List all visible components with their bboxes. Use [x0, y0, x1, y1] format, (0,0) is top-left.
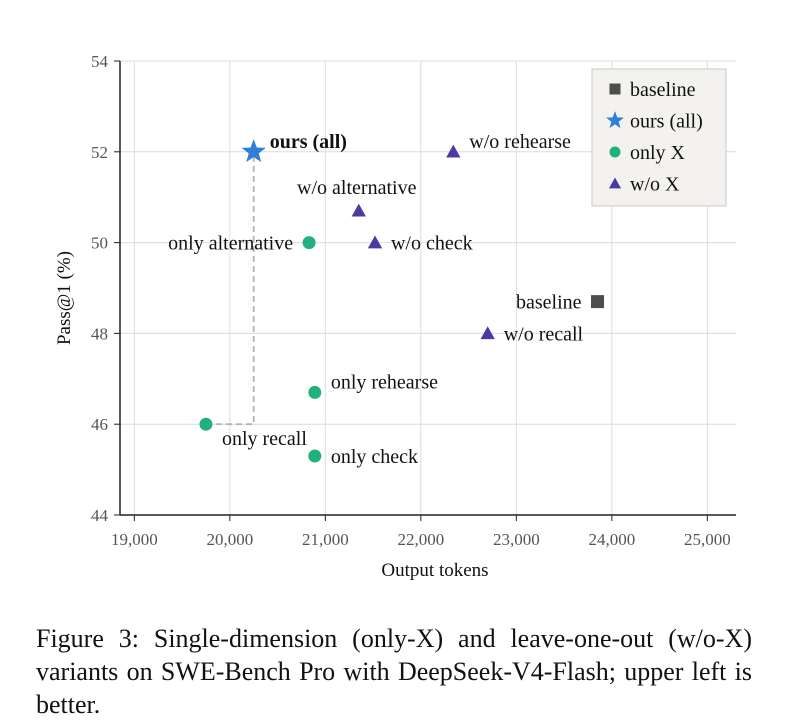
- x-tick-label: 19,000: [111, 530, 158, 549]
- legend-label: baseline: [630, 79, 696, 101]
- point-only: [308, 385, 322, 399]
- point-baseline: [591, 295, 605, 309]
- legend-marker-circle: [609, 146, 621, 158]
- legend-marker-square: [609, 83, 621, 95]
- y-tick-label: 54: [91, 52, 109, 71]
- legend-label: w/o X: [630, 174, 680, 196]
- y-axis-title: Pass@1 (%): [54, 251, 75, 345]
- figure: 19,000 20,000 21,000 22,000 23,000 24,000 25,0…: [54, 52, 736, 581]
- point-label: w/o recall: [504, 323, 584, 345]
- point-label: baseline: [516, 292, 582, 314]
- legend-marker-star: [606, 111, 624, 129]
- point-label: only rehearse: [331, 371, 438, 393]
- y-tick-label: 46: [91, 415, 108, 434]
- guide-line: [205, 151, 255, 426]
- point-label: w/o rehearse: [469, 131, 571, 153]
- point-ours: [241, 139, 266, 163]
- scatter-chart: 19,000 20,000 21,000 22,000 23,000 24,000 25,0…: [54, 52, 736, 581]
- point-label: only recall: [222, 428, 307, 450]
- point-label: w/o check: [391, 233, 473, 255]
- point-label: only alternative: [168, 233, 293, 255]
- point-wo: [367, 235, 383, 249]
- point-wo: [480, 326, 495, 340]
- legend-marker-triangle: [608, 177, 622, 189]
- y-tick-label: 44: [91, 506, 109, 525]
- legend-label: ours (all): [630, 111, 703, 133]
- point-label: ours (all): [270, 131, 347, 153]
- x-axis-title: Output tokens: [381, 560, 488, 581]
- y-tick-label: 48: [91, 324, 108, 343]
- y-tick-label: 50: [91, 234, 108, 253]
- point-wo: [351, 203, 366, 217]
- x-tick-label: 23,000: [493, 530, 540, 549]
- x-tick-label: 20,000: [206, 530, 253, 549]
- x-tick-label: 24,000: [588, 530, 635, 549]
- x-tick-label: 22,000: [397, 530, 444, 549]
- point-label: w/o alternative: [297, 177, 417, 199]
- point-only: [199, 417, 213, 431]
- figure-caption: Figure 3: Single-dimension (only-X) and …: [36, 624, 752, 719]
- point-wo: [446, 144, 461, 158]
- point-only: [308, 449, 322, 463]
- point-only: [302, 236, 316, 250]
- legend-label: only X: [630, 142, 686, 164]
- x-tick-label: 25,000: [684, 530, 731, 549]
- point-label: only check: [331, 446, 418, 468]
- x-tick-label: 21,000: [302, 530, 349, 549]
- y-tick-label: 52: [91, 143, 108, 162]
